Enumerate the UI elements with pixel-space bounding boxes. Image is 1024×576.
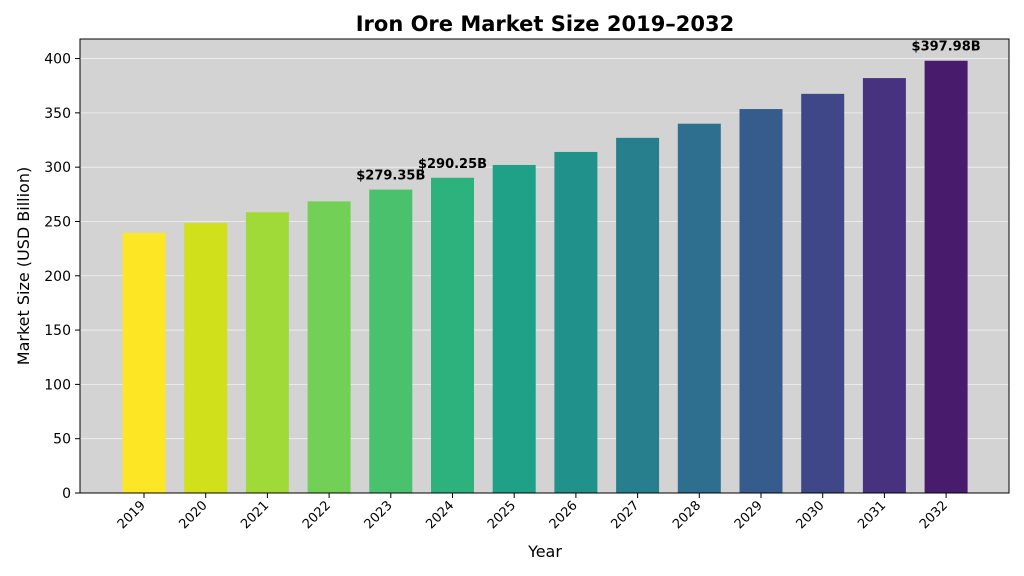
bars-group — [122, 60, 968, 494]
bar-2030 — [801, 93, 845, 494]
x-tick-label: 2032 — [917, 498, 951, 532]
y-axis: 0 50 100 150 200 250 300 350 400 — [44, 52, 80, 502]
data-labels: $279.35B$290.25B $397.98B — [356, 40, 980, 184]
y-tick-label: 300 — [44, 160, 71, 176]
y-tick-label: 350 — [44, 106, 71, 122]
bar-2023 — [369, 189, 413, 494]
data-label: $397.98B — [912, 40, 981, 55]
x-axis: 2019 2020 2021 2022 2023 2024 2025 2026 2027 2028… — [115, 493, 951, 532]
bar-2028 — [677, 123, 721, 493]
data-label: $279.35B — [356, 169, 425, 184]
x-tick-label: 2024 — [423, 498, 457, 532]
x-tick-label: 2026 — [547, 498, 581, 532]
y-tick-label: 50 — [53, 432, 71, 448]
bar-2025 — [492, 164, 536, 494]
y-tick-label: 200 — [44, 269, 71, 285]
chart-title: Iron Ore Market Size 2019–2032 — [356, 12, 735, 36]
y-tick-label: 150 — [44, 323, 71, 339]
bar-2021 — [245, 212, 289, 493]
bar-2032 — [924, 60, 968, 494]
bar-2031 — [862, 78, 906, 494]
x-tick-label: 2021 — [238, 498, 272, 532]
x-axis-label: Year — [527, 542, 562, 561]
y-axis-label: Market Size (USD Billion) — [14, 167, 33, 365]
bar-2024 — [431, 177, 474, 494]
plot-area — [80, 39, 1009, 493]
bar-2019 — [122, 232, 166, 493]
y-tick-label: 250 — [44, 214, 71, 230]
x-tick-label: 2028 — [670, 498, 704, 532]
bar-2026 — [554, 151, 598, 493]
bar-2027 — [616, 137, 660, 493]
bar-2022 — [307, 201, 351, 493]
x-tick-label: 2030 — [794, 498, 828, 532]
data-label: $290.25B — [418, 157, 487, 172]
y-tick-label: 400 — [44, 52, 71, 68]
y-tick-label: 100 — [44, 377, 71, 393]
x-tick-label: 2020 — [177, 498, 211, 532]
plot-frame — [79, 38, 1010, 494]
x-tick-label: 2027 — [608, 498, 642, 532]
x-tick-label: 2029 — [732, 498, 766, 532]
y-tick-label: 0 — [62, 486, 71, 502]
x-tick-label: 2025 — [485, 498, 519, 532]
bar-2029 — [739, 109, 783, 493]
bar-2020 — [184, 223, 228, 493]
x-tick-label: 2022 — [300, 498, 334, 532]
x-tick-label: 2023 — [362, 498, 396, 532]
x-tick-label: 2019 — [115, 498, 149, 532]
x-tick-label: 2031 — [855, 498, 889, 532]
